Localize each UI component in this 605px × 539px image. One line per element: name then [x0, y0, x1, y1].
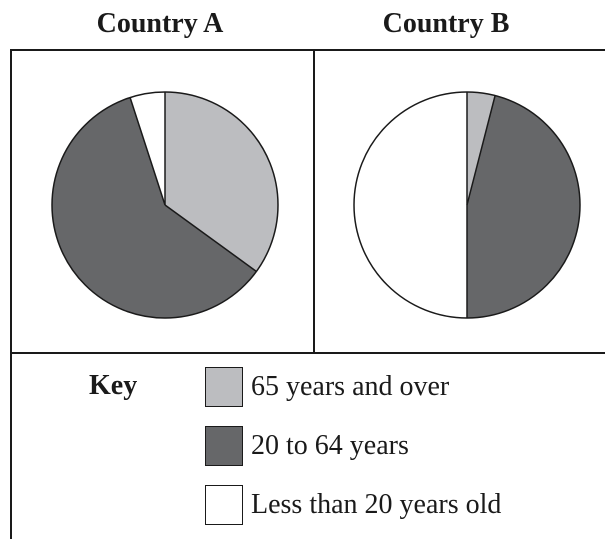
key-swatch-20-to-64 — [205, 426, 243, 466]
country-b-slice-divider-1 — [466, 95, 496, 206]
key-swatch-65-and-over — [205, 367, 243, 407]
country-a-title: Country A — [96, 8, 224, 39]
key-item-65-and-over: 65 years and over — [205, 366, 449, 408]
key-label-less-than-20: Less than 20 years old — [251, 489, 502, 520]
frame-key-divider — [10, 352, 605, 354]
country-a-outline — [51, 91, 279, 319]
key-item-less-than-20: Less than 20 years old — [205, 484, 501, 526]
country-b-pie-chart — [353, 91, 581, 319]
key-label-65-and-over: 65 years and over — [251, 371, 450, 402]
country-b-outline — [353, 91, 581, 319]
country-b-title: Country B — [382, 8, 510, 39]
country-a-slice-20-to-64-years — [52, 97, 257, 318]
country-b-slice-20-to-64-years — [467, 95, 580, 318]
key-title: Key — [89, 370, 138, 401]
country-a-pie-chart — [51, 91, 279, 319]
key-label-20-to-64: 20 to 64 years — [251, 430, 409, 461]
key-swatch-less-than-20 — [205, 485, 243, 525]
country-b-slice-less-than-20-years-old — [354, 92, 467, 318]
frame-left-border — [10, 49, 12, 539]
country-a-slice-65-years-and-over — [165, 92, 279, 272]
country-a-slice-divider-1 — [164, 204, 257, 273]
key-item-20-to-64: 20 to 64 years — [205, 425, 409, 467]
frame-top-border — [10, 49, 605, 51]
frame-center-divider — [313, 49, 315, 354]
country-a-slice-divider-2 — [129, 97, 166, 206]
